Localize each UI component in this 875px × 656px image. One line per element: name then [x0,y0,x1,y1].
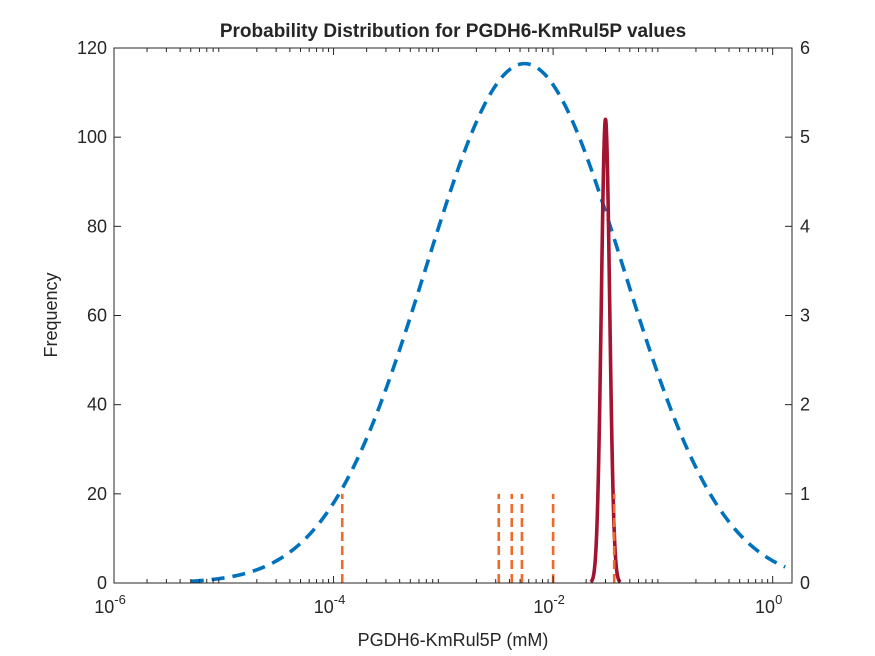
y-left-tick-label-6: 100 [77,127,107,147]
y-axis-label: Frequency [41,272,61,357]
y-right-tick-label-7: 6 [800,38,810,58]
lognormal-distribution-curve [190,61,786,584]
y-right-tick-label-6: 5 [800,127,810,147]
y-right-tick-label-4: 3 [800,306,810,326]
y-left-tick-label-1: 0 [97,573,107,593]
chart-title: Probability Distribution for PGDH6-KmRul… [220,21,686,42]
fitted-distribution-curve [589,117,623,584]
x-axis-label: PGDH6-KmRul5P (mM) [358,630,549,650]
plot-content [114,48,792,584]
y-left-tick-label-4: 60 [87,306,107,326]
plot-area [114,48,792,583]
y-right-tick-label-5: 4 [800,216,810,236]
y-right-tick-label-3: 2 [800,395,810,415]
y-right-tick-label-1: 0 [800,573,810,593]
x-tick-label-4: 100 [755,592,782,617]
x-tick-label-3: 10-2 [533,592,565,617]
x-tick-label-2: 10-4 [314,592,346,617]
y-right-tick-label-2: 1 [800,484,810,504]
y-left-tick-label-5: 80 [87,216,107,236]
y-left-tick-label-7: 120 [77,38,107,58]
x-tick-label-1: 10-6 [94,592,126,617]
axes: 10-6 10-4 10-2 100 0 20 40 60 80 100 120 0 1 2 3 4 5 6 [77,38,810,617]
y-left-tick-label-3: 40 [87,395,107,415]
y-left-tick-label-2: 20 [87,484,107,504]
